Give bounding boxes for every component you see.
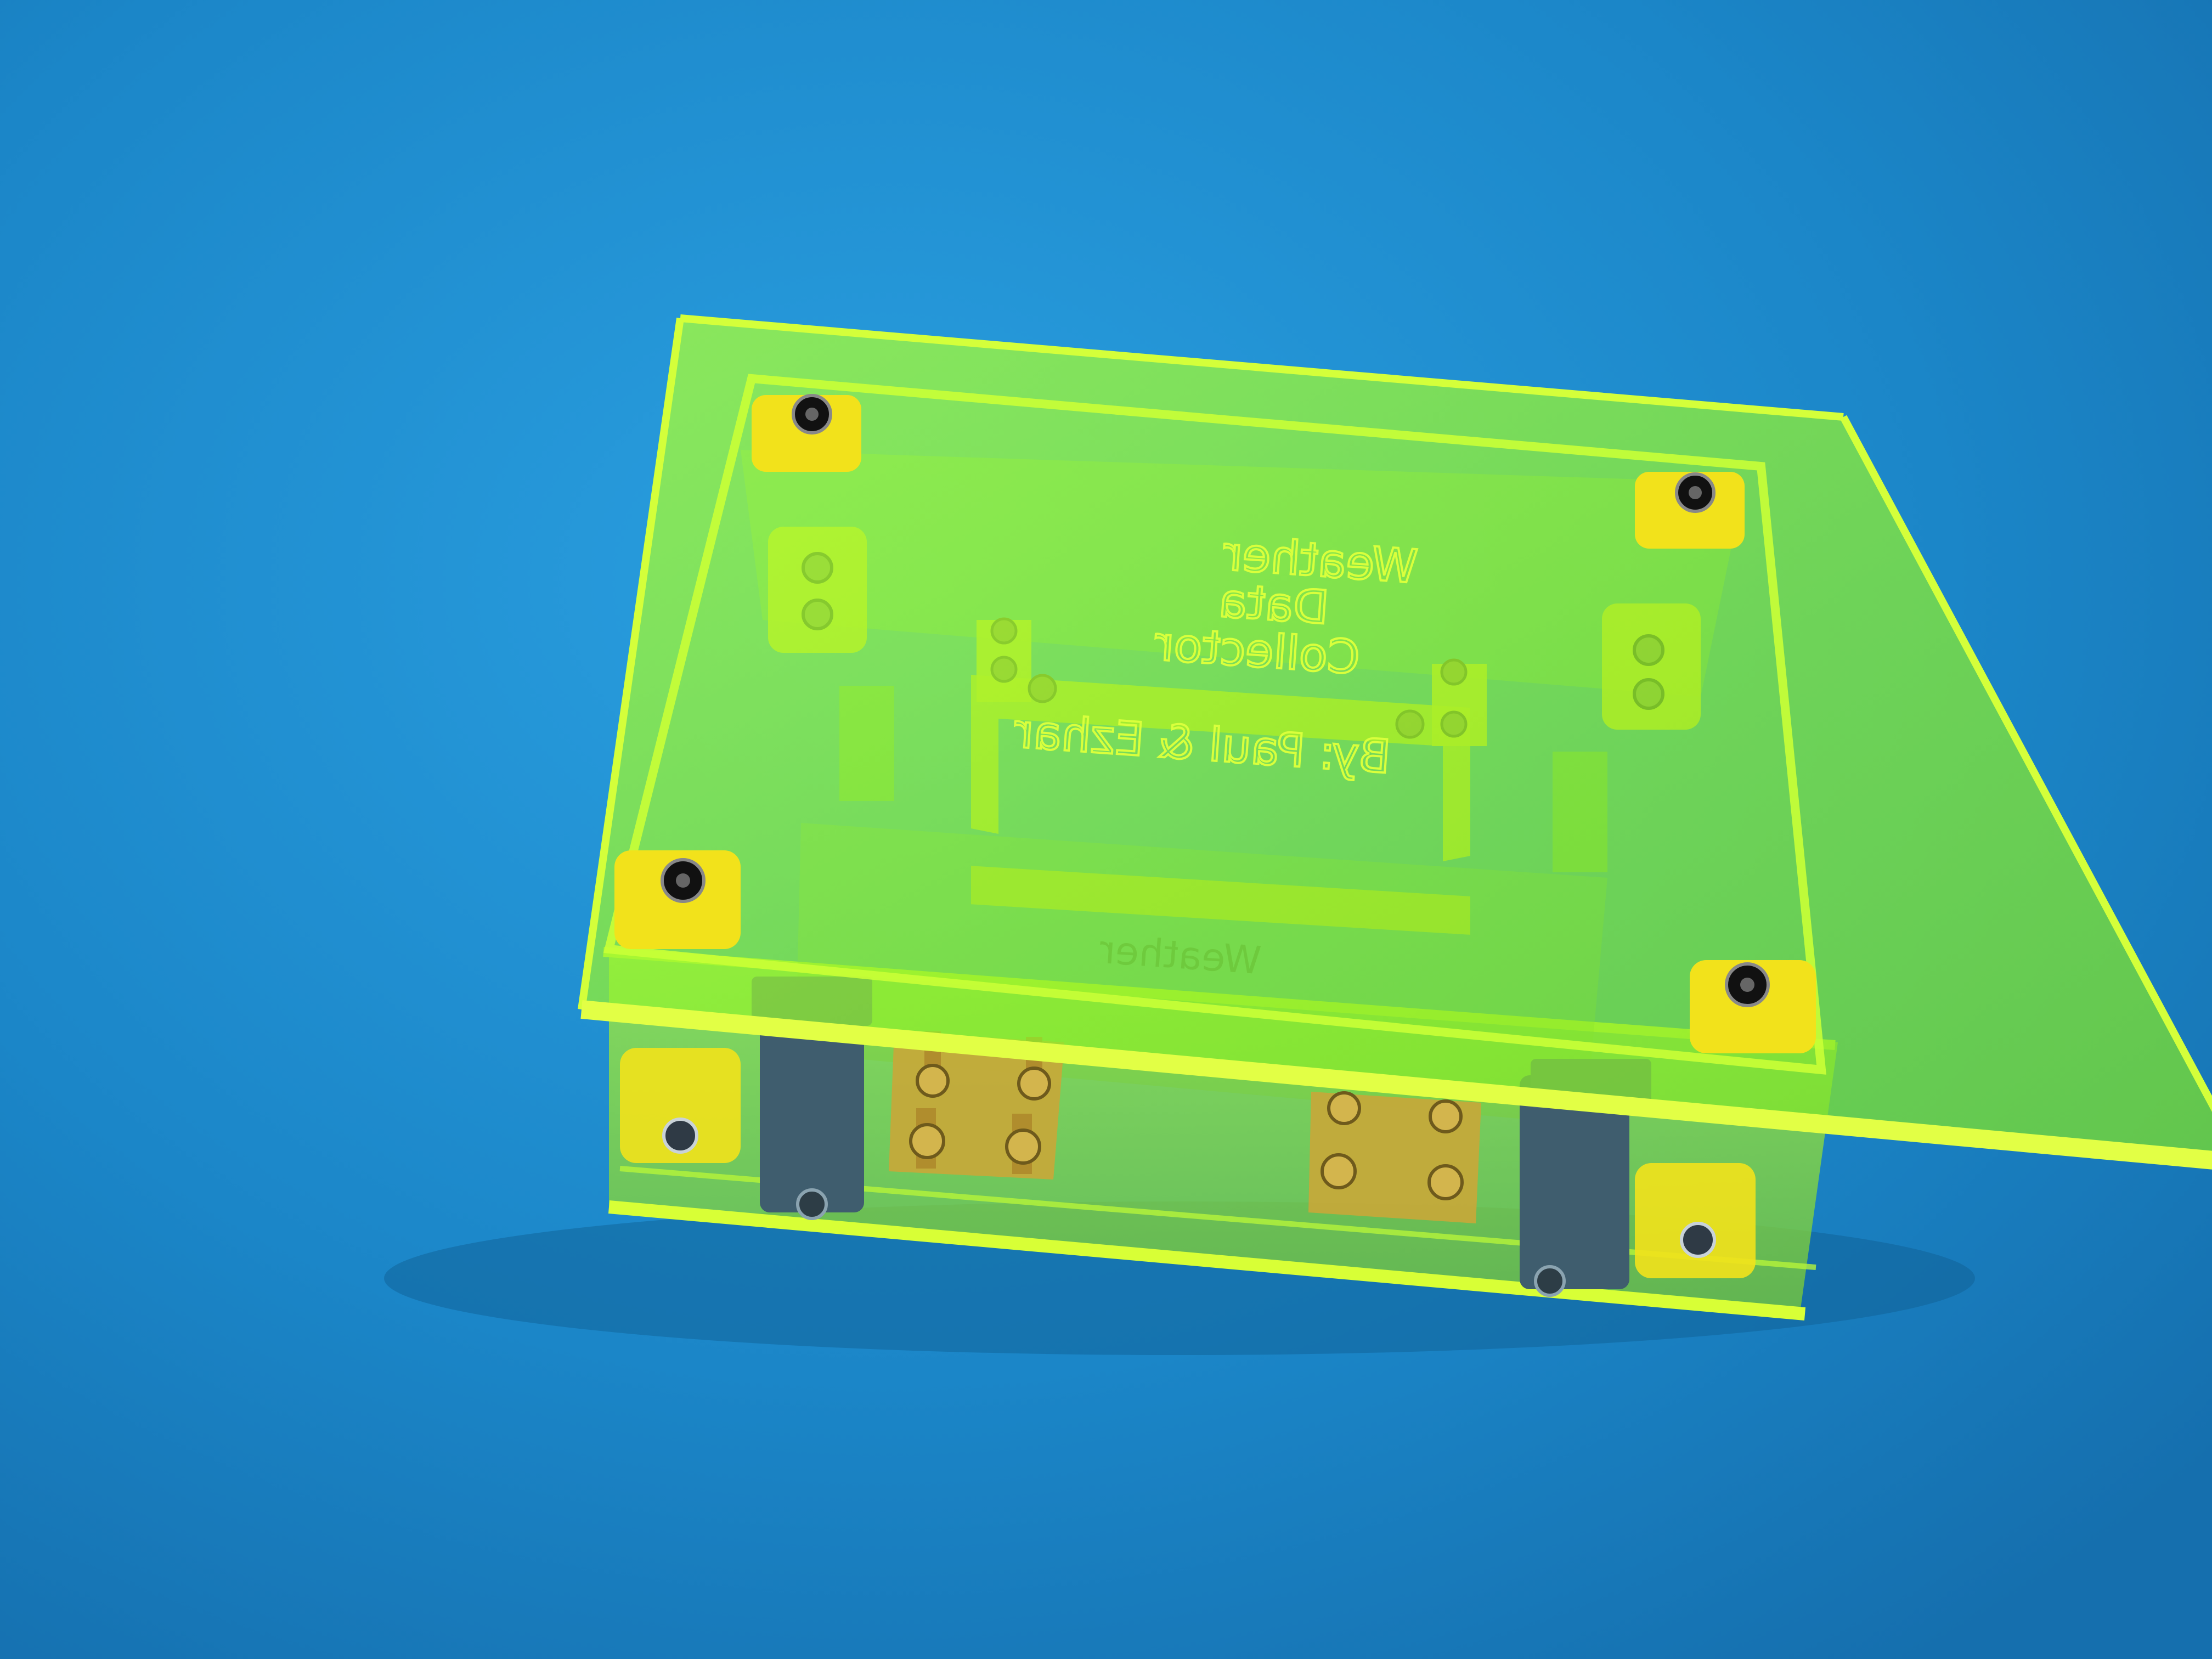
lid-edge-left xyxy=(578,318,684,1010)
top-bracket-front-right xyxy=(1690,960,1816,1053)
lid-edge-top xyxy=(680,314,1844,421)
top-bracket-back-left xyxy=(752,394,861,472)
terminal-nut xyxy=(1429,1099,1463,1133)
top-bracket-front-left xyxy=(614,850,741,949)
terminal-nut xyxy=(1427,1164,1464,1200)
lower-bracket-right xyxy=(1635,1163,1756,1278)
clip-left-nut xyxy=(796,1188,828,1220)
clip-right xyxy=(1520,1075,1629,1289)
terminal-nut xyxy=(1321,1153,1357,1189)
bolt-socket xyxy=(676,873,690,888)
lower-bracket-left xyxy=(620,1048,741,1163)
terminal-nut xyxy=(1017,1066,1051,1101)
lid-edge-front xyxy=(580,1000,2212,1170)
terminal-nut xyxy=(1005,1128,1041,1165)
front-components xyxy=(752,977,1651,1297)
clip-right-nut xyxy=(1534,1265,1566,1297)
bolt-socket xyxy=(805,408,819,421)
terminal-nut xyxy=(916,1064,950,1098)
bracket-bolt xyxy=(1680,1222,1716,1258)
bracket-bolt xyxy=(662,1118,698,1154)
terminal-nut xyxy=(1327,1091,1361,1125)
acrylic-lid xyxy=(578,314,2212,1170)
bolt-socket xyxy=(1740,978,1754,992)
lid-plate xyxy=(582,318,2212,1160)
box-rim xyxy=(603,374,1826,1075)
terminal-nut xyxy=(909,1123,945,1159)
front-wall-bottom-edge xyxy=(608,1200,1806,1321)
top-bracket-back-right xyxy=(1635,472,1745,549)
terminal-screws-left xyxy=(909,1031,1051,1174)
engraving-line-2: Data xyxy=(1217,573,1331,635)
terminal-screws-right xyxy=(1321,1091,1464,1200)
bolt-socket xyxy=(1689,486,1702,499)
lid-edge-right xyxy=(1839,415,2212,1112)
clip-left xyxy=(760,988,864,1212)
